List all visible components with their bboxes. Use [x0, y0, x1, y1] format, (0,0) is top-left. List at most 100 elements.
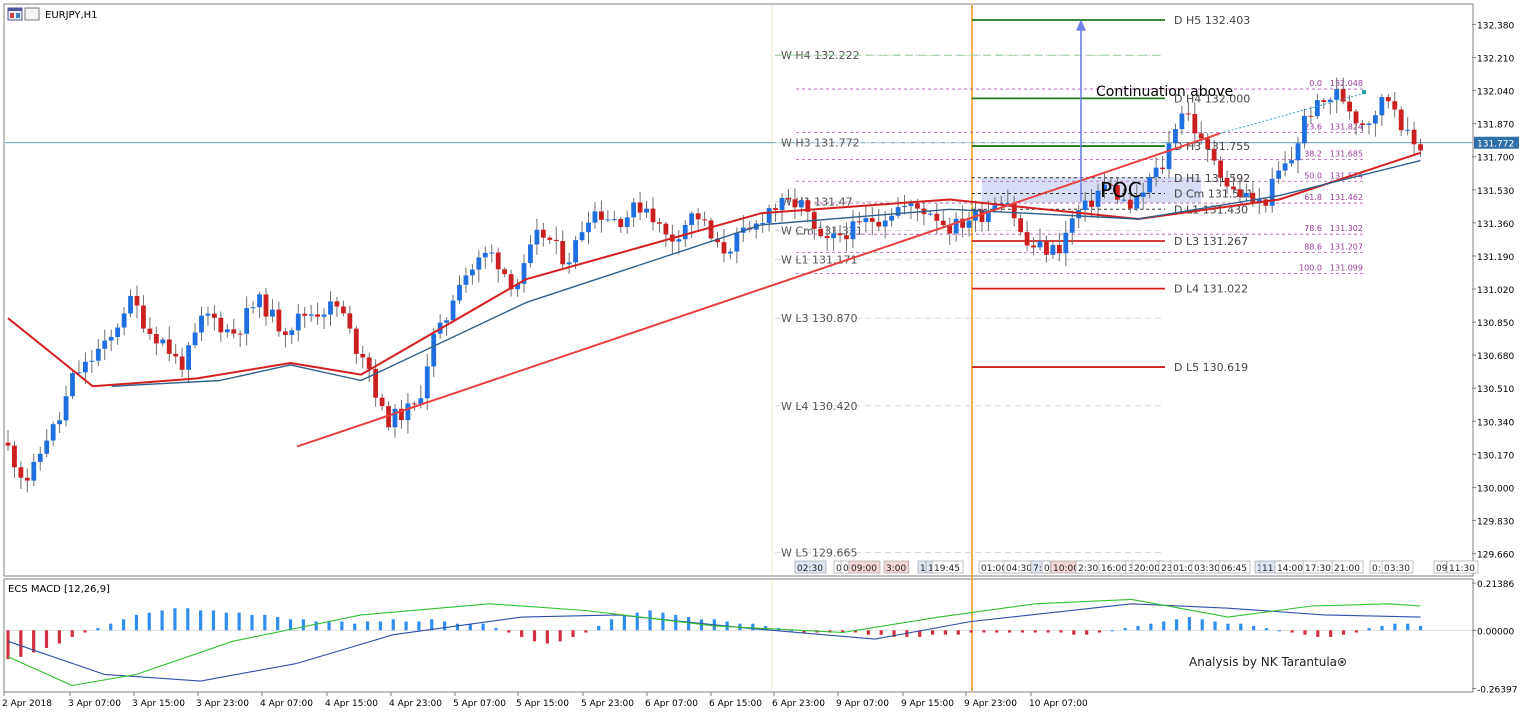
candle-bearish[interactable]: [411, 403, 417, 405]
candle-bearish[interactable]: [495, 252, 501, 270]
candle-bearish[interactable]: [141, 305, 146, 329]
candle-bearish[interactable]: [786, 198, 791, 200]
candle-bullish[interactable]: [308, 314, 314, 316]
candle-bullish[interactable]: [766, 208, 772, 223]
candle-bearish[interactable]: [708, 220, 714, 239]
candle-bearish[interactable]: [1089, 200, 1094, 207]
candle-bearish[interactable]: [1353, 111, 1359, 124]
candle-bullish[interactable]: [244, 308, 250, 334]
candle-bullish[interactable]: [1405, 129, 1411, 131]
candle-bearish[interactable]: [502, 269, 508, 275]
candle-bearish[interactable]: [347, 313, 353, 329]
candle-bullish[interactable]: [1050, 245, 1056, 255]
candle-bearish[interactable]: [663, 223, 669, 235]
candle-bullish[interactable]: [798, 200, 804, 208]
candle-bullish[interactable]: [908, 203, 914, 207]
candle-bearish[interactable]: [1185, 113, 1191, 115]
candle-bullish[interactable]: [682, 224, 688, 240]
candle-bearish[interactable]: [315, 314, 320, 317]
candle-bullish[interactable]: [95, 348, 101, 361]
candle-bearish[interactable]: [282, 331, 288, 336]
candle-bearish[interactable]: [212, 313, 217, 318]
candle-bearish[interactable]: [1115, 185, 1120, 200]
candle-bearish[interactable]: [334, 301, 340, 307]
candle-bullish[interactable]: [605, 219, 611, 221]
candle-bearish[interactable]: [1218, 160, 1223, 178]
candle-bullish[interactable]: [1373, 115, 1378, 124]
candle-bearish[interactable]: [231, 329, 237, 334]
candle-bullish[interactable]: [450, 300, 456, 321]
candle-bearish[interactable]: [837, 233, 843, 236]
candle-bearish[interactable]: [1250, 192, 1256, 203]
candle-bearish[interactable]: [218, 317, 224, 333]
candle-bullish[interactable]: [470, 269, 475, 276]
candle-bearish[interactable]: [695, 213, 701, 220]
candle-bullish[interactable]: [476, 257, 482, 270]
candle-bearish[interactable]: [1237, 189, 1243, 197]
candle-bullish[interactable]: [1276, 170, 1282, 179]
candle-bearish[interactable]: [773, 208, 778, 211]
candle-bearish[interactable]: [1224, 177, 1230, 187]
candle-bullish[interactable]: [392, 408, 398, 428]
candle-bullish[interactable]: [986, 210, 991, 223]
projection-handle[interactable]: [1362, 90, 1366, 95]
candle-bullish[interactable]: [37, 453, 43, 462]
candle-bullish[interactable]: [289, 330, 295, 336]
candle-bullish[interactable]: [779, 198, 785, 211]
candle-bearish[interactable]: [399, 408, 404, 421]
candle-bullish[interactable]: [592, 211, 598, 223]
candle-bearish[interactable]: [1011, 203, 1017, 219]
candle-bullish[interactable]: [192, 332, 198, 346]
candle-bullish[interactable]: [953, 218, 959, 234]
candle-bearish[interactable]: [366, 357, 372, 369]
candle-bullish[interactable]: [927, 213, 933, 215]
candle-bullish[interactable]: [676, 239, 682, 242]
candle-bearish[interactable]: [1192, 114, 1198, 134]
candle-bearish[interactable]: [373, 368, 379, 398]
candle-bullish[interactable]: [528, 244, 533, 264]
candle-bullish[interactable]: [108, 336, 114, 341]
candle-bullish[interactable]: [1063, 232, 1069, 254]
candle-bearish[interactable]: [818, 228, 824, 237]
candle-bullish[interactable]: [515, 283, 520, 290]
candle-bullish[interactable]: [44, 440, 50, 454]
candle-bullish[interactable]: [63, 396, 69, 421]
candle-bearish[interactable]: [147, 328, 153, 334]
candle-bearish[interactable]: [1160, 167, 1165, 170]
red-trendline[interactable]: [296, 132, 1221, 448]
candle-bullish[interactable]: [611, 219, 617, 221]
candle-bullish[interactable]: [1379, 97, 1385, 116]
candle-bearish[interactable]: [1018, 218, 1024, 233]
candle-bullish[interactable]: [1076, 209, 1082, 219]
candle-bearish[interactable]: [353, 328, 359, 354]
candle-bullish[interactable]: [1102, 184, 1107, 191]
candle-bullish[interactable]: [160, 339, 166, 344]
candle-bullish[interactable]: [586, 222, 591, 233]
candle-bullish[interactable]: [973, 209, 978, 221]
candle-bearish[interactable]: [657, 222, 662, 224]
candle-bearish[interactable]: [540, 229, 546, 238]
candle-bearish[interactable]: [702, 219, 707, 221]
candle-bearish[interactable]: [134, 295, 140, 306]
candle-bullish[interactable]: [1166, 143, 1172, 170]
candle-bearish[interactable]: [934, 213, 940, 221]
candle-bearish[interactable]: [650, 208, 656, 223]
candle-bearish[interactable]: [618, 219, 624, 227]
candle-bearish[interactable]: [1127, 199, 1133, 209]
candle-bullish[interactable]: [631, 202, 637, 218]
candle-bullish[interactable]: [418, 398, 424, 405]
candle-bullish[interactable]: [102, 340, 108, 349]
candle-bullish[interactable]: [1269, 178, 1275, 206]
candle-bearish[interactable]: [805, 200, 811, 212]
candle-bullish[interactable]: [121, 313, 127, 328]
candle-bullish[interactable]: [895, 207, 901, 216]
candle-bearish[interactable]: [940, 220, 946, 226]
candle-bullish[interactable]: [760, 222, 766, 224]
candle-bearish[interactable]: [844, 235, 849, 240]
candle-bullish[interactable]: [328, 301, 333, 315]
candle-bullish[interactable]: [257, 294, 262, 308]
candle-bearish[interactable]: [1411, 129, 1417, 145]
candle-bearish[interactable]: [857, 221, 862, 223]
candle-bearish[interactable]: [1198, 133, 1204, 139]
candle-bullish[interactable]: [992, 205, 998, 211]
